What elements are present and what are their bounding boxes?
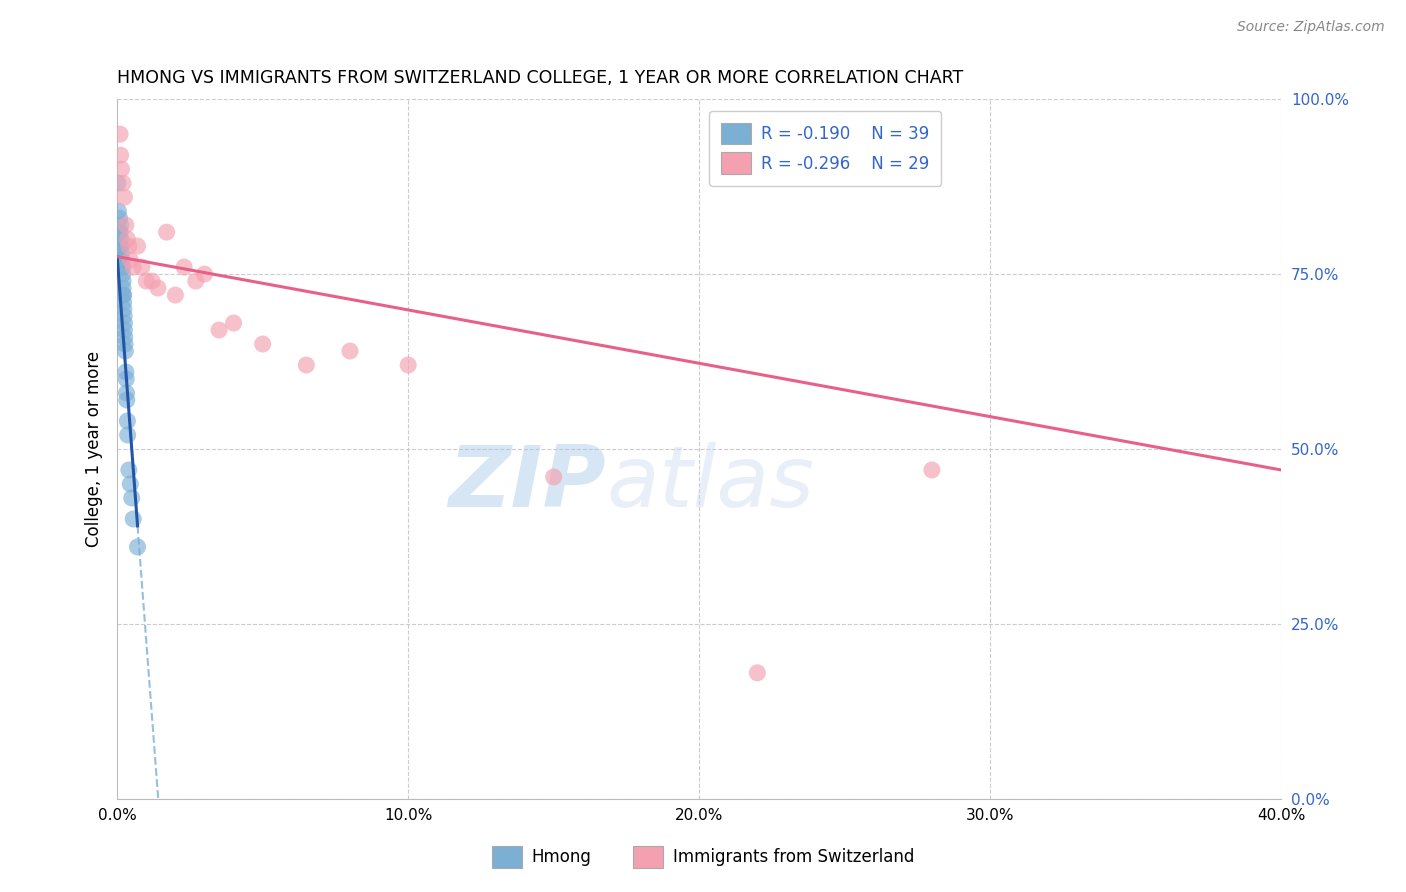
- Point: [396, 358, 419, 372]
- Point: [110, 239, 132, 253]
- Point: [114, 330, 136, 344]
- Point: [117, 428, 139, 442]
- Point: [115, 365, 138, 379]
- Point: [111, 274, 134, 288]
- Point: [108, 239, 131, 253]
- Point: [184, 274, 207, 288]
- Point: [111, 260, 134, 274]
- Legend: Hmong, Immigrants from Switzerland: Hmong, Immigrants from Switzerland: [479, 834, 927, 880]
- Point: [107, 204, 129, 219]
- Point: [141, 274, 163, 288]
- Point: [131, 260, 153, 274]
- Point: [122, 512, 145, 526]
- Point: [208, 323, 231, 337]
- Point: [193, 267, 215, 281]
- Point: [108, 225, 131, 239]
- Point: [108, 127, 131, 141]
- Point: [543, 470, 565, 484]
- Point: [114, 337, 136, 351]
- Point: [115, 218, 138, 232]
- Point: [107, 176, 129, 190]
- Point: [165, 288, 187, 302]
- Text: Source: ZipAtlas.com: Source: ZipAtlas.com: [1237, 20, 1385, 34]
- Point: [110, 162, 132, 177]
- Point: [118, 239, 141, 253]
- Point: [108, 239, 131, 253]
- Point: [115, 372, 138, 386]
- Point: [117, 414, 139, 428]
- Point: [114, 323, 136, 337]
- Point: [115, 386, 138, 401]
- Point: [112, 288, 135, 302]
- Point: [107, 225, 129, 239]
- Point: [747, 665, 769, 680]
- Point: [110, 218, 132, 232]
- Point: [118, 463, 141, 477]
- Point: [252, 337, 274, 351]
- Point: [111, 260, 134, 274]
- Text: atlas: atlas: [606, 442, 814, 525]
- Point: [120, 253, 142, 268]
- Legend: R = -0.190    N = 39, R = -0.296    N = 29: R = -0.190 N = 39, R = -0.296 N = 29: [710, 111, 941, 186]
- Point: [112, 301, 135, 316]
- Point: [120, 477, 142, 491]
- Point: [112, 295, 135, 310]
- Point: [295, 358, 318, 372]
- Text: HMONG VS IMMIGRANTS FROM SWITZERLAND COLLEGE, 1 YEAR OR MORE CORRELATION CHART: HMONG VS IMMIGRANTS FROM SWITZERLAND COL…: [117, 69, 963, 87]
- Point: [110, 246, 132, 260]
- Point: [121, 491, 143, 505]
- Point: [111, 176, 134, 190]
- Point: [339, 344, 361, 359]
- Point: [112, 288, 135, 302]
- Point: [115, 392, 138, 407]
- Point: [127, 540, 149, 554]
- Point: [146, 281, 169, 295]
- Point: [110, 232, 132, 246]
- Point: [117, 232, 139, 246]
- Point: [110, 253, 132, 268]
- Text: ZIP: ZIP: [449, 442, 606, 525]
- Point: [114, 190, 136, 204]
- Point: [111, 281, 134, 295]
- Point: [173, 260, 195, 274]
- Point: [135, 274, 157, 288]
- Y-axis label: College, 1 year or more: College, 1 year or more: [86, 351, 103, 547]
- Point: [127, 239, 149, 253]
- Point: [222, 316, 245, 330]
- Point: [156, 225, 179, 239]
- Point: [111, 253, 134, 268]
- Point: [112, 309, 135, 323]
- Point: [921, 463, 943, 477]
- Point: [110, 148, 132, 162]
- Point: [114, 344, 136, 359]
- Point: [111, 267, 134, 281]
- Point: [114, 316, 136, 330]
- Point: [122, 260, 145, 274]
- Point: [108, 211, 131, 226]
